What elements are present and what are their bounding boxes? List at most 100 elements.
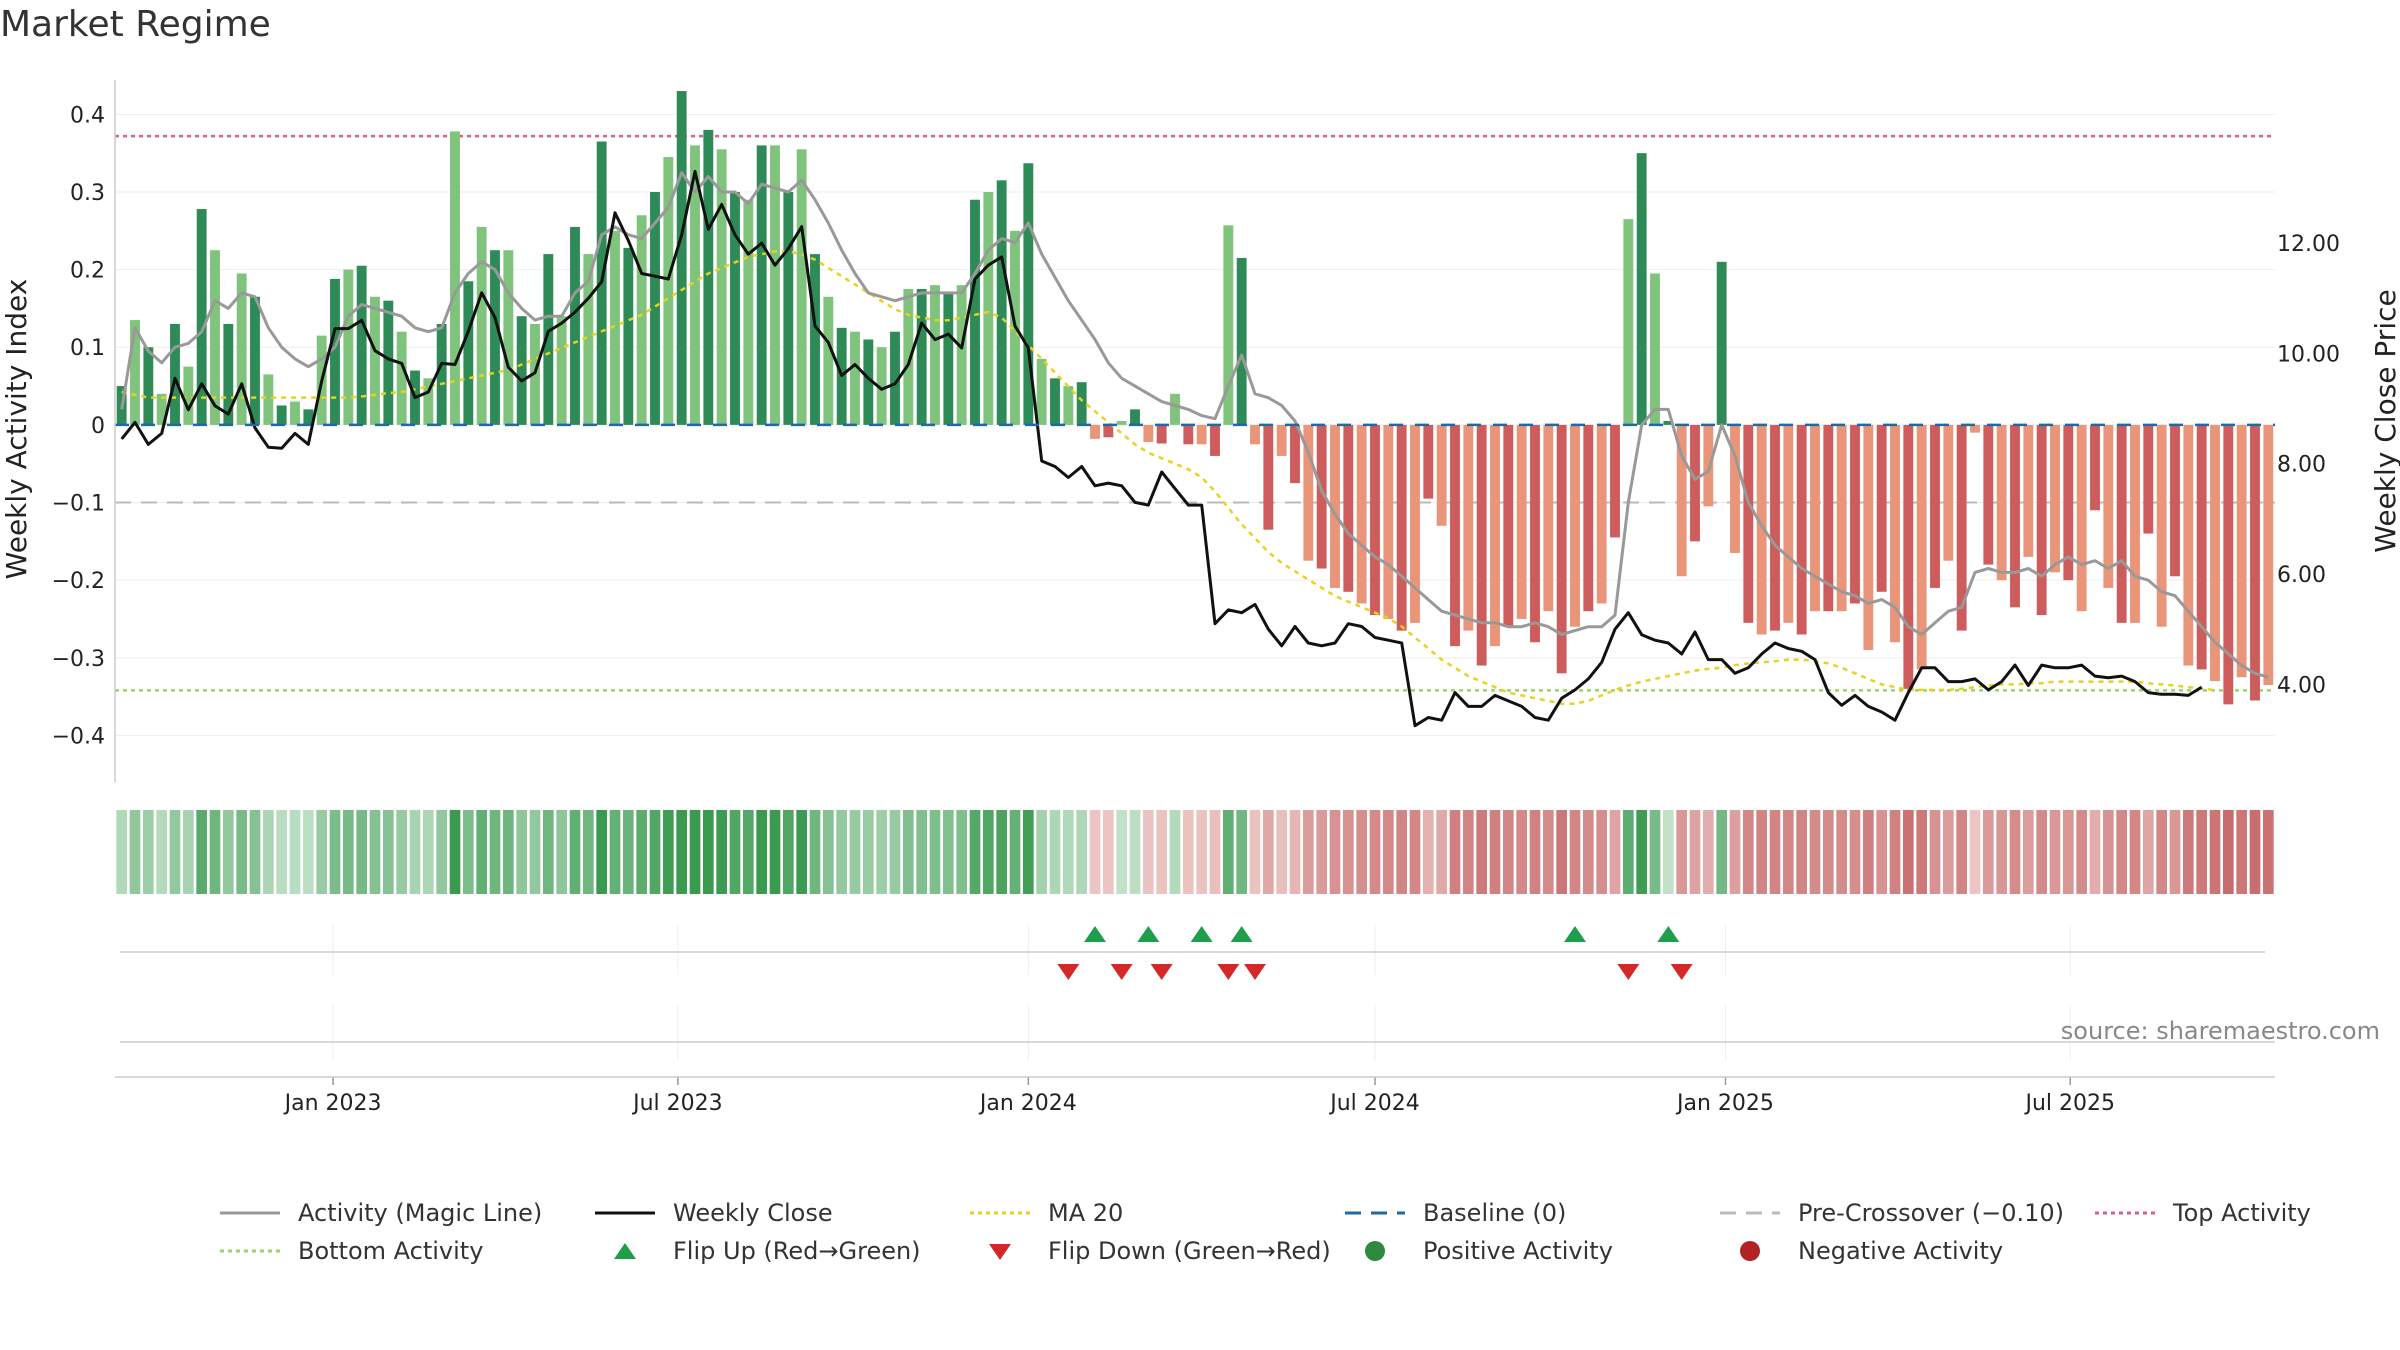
activity-bar	[623, 247, 634, 425]
regime-strip-cell	[1116, 810, 1127, 894]
flip-down-marker	[1150, 964, 1173, 980]
regime-strip-cell	[129, 810, 141, 894]
activity-bar	[2236, 424, 2247, 678]
regime-strip-cell	[449, 810, 461, 894]
activity-bar	[796, 149, 807, 425]
regime-strip-cell	[369, 810, 381, 894]
regime-strip-cell	[1703, 810, 1714, 894]
activity-bar	[1463, 424, 1474, 631]
activity-bar	[503, 250, 514, 425]
regime-strip-cell	[969, 810, 981, 894]
activity-bar	[1130, 409, 1140, 425]
activity-bar	[743, 199, 754, 425]
activity-bar	[1863, 424, 1874, 651]
regime-strip-cell	[1823, 810, 1834, 894]
legend-item-activity: Activity (Magic Line)	[220, 1196, 542, 1230]
regime-strip-cell	[1716, 810, 1727, 894]
activity-bar	[1743, 424, 1754, 623]
activity-bar	[1663, 421, 1674, 425]
regime-strip-cell	[2063, 810, 2074, 894]
legend-label: Negative Activity	[1798, 1237, 2004, 1265]
flip-down-marker	[1217, 964, 1240, 980]
regime-strip-cell	[2156, 810, 2167, 894]
regime-strip-cell	[529, 810, 541, 894]
regime-strip-cell	[2263, 810, 2274, 894]
legend-label: Weekly Close	[673, 1199, 833, 1227]
activity-bar	[996, 180, 1007, 425]
activity-bar	[1330, 424, 1340, 588]
activity-bar	[903, 289, 914, 425]
activity-bar	[1423, 424, 1434, 499]
activity-bar	[1703, 424, 1714, 507]
regime-strip-cell	[1449, 810, 1461, 894]
activity-bar	[1730, 424, 1740, 553]
y2-tick-label: 10.00	[2277, 342, 2340, 367]
activity-bar	[1690, 424, 1700, 542]
regime-strip-cell	[756, 810, 767, 894]
regime-strip-cell	[1249, 810, 1261, 894]
regime-strip-cell	[903, 810, 914, 894]
activity-bar	[1183, 424, 1194, 445]
regime-strip-cell	[1209, 810, 1221, 894]
regime-strip-cell	[1556, 810, 1567, 894]
activity-bar	[1490, 424, 1500, 647]
regime-strip-cell	[409, 810, 421, 894]
activity-bar	[130, 320, 140, 425]
ma-20-line	[121, 250, 2216, 705]
flip-down-marker	[1617, 964, 1640, 980]
legend: Activity (Magic Line) Weekly Close MA 20…	[210, 1196, 2360, 1266]
regime-strip-cell	[1543, 810, 1554, 894]
activity-bar	[2010, 424, 2020, 608]
activity-bar	[1583, 424, 1594, 612]
regime-strip-cell	[1903, 810, 1914, 894]
regime-strip-cell	[889, 810, 901, 894]
activity-bar	[356, 265, 367, 425]
activity-bar	[236, 273, 247, 425]
legend-item-bottom-activity: Bottom Activity	[220, 1234, 483, 1268]
activity-bar	[1836, 424, 1847, 612]
activity-bar	[396, 331, 407, 425]
activity-bar	[2196, 424, 2207, 670]
regime-strip-cell	[1916, 810, 1927, 894]
regime-strip-cell	[2076, 810, 2087, 894]
regime-strip-cell	[236, 810, 247, 894]
activity-bar	[663, 157, 674, 425]
regime-strip-cell	[1143, 810, 1154, 894]
legend-item-flip-down: Flip Down (Green→Red)	[970, 1234, 1331, 1268]
green-up-triangle-icon	[614, 1243, 636, 1259]
yellow-dotted-line-icon	[970, 1211, 1030, 1215]
reference-lines	[115, 134, 2275, 692]
activity-bar	[1530, 424, 1540, 643]
regime-strip-cell	[849, 810, 861, 894]
y2-axis-label: Weekly Close Price	[2369, 289, 2400, 552]
regime-strip-cell	[1329, 810, 1341, 894]
regime-strip-cell	[1089, 810, 1101, 894]
activity-bar	[1610, 424, 1620, 538]
activity-bar	[1623, 219, 1634, 425]
activity-bar	[2263, 424, 2274, 685]
y2-tick-label: 8.00	[2277, 453, 2326, 478]
regime-strip-cell	[2116, 810, 2127, 894]
activity-bar	[1650, 273, 1660, 425]
flip-down-marker	[1110, 964, 1133, 980]
flip-down-marker	[1244, 964, 1266, 980]
regime-strip-cell	[1836, 810, 1847, 894]
regime-strip-cell	[916, 810, 927, 894]
activity-bar	[983, 191, 994, 425]
regime-strip-cell	[2223, 810, 2234, 894]
regime-strip-cell	[596, 810, 607, 894]
activity-bar	[1103, 424, 1114, 438]
red-circle-icon	[1740, 1241, 1760, 1261]
green-dotted-line-icon	[220, 1249, 280, 1253]
regime-strip-cell	[956, 810, 967, 894]
activity-bar	[2090, 424, 2100, 511]
activity-bar	[1250, 424, 1260, 445]
activity-bar	[770, 145, 780, 425]
legend-item-baseline: Baseline (0)	[1345, 1196, 1566, 1230]
regime-strip-cell	[1569, 810, 1581, 894]
activity-bar	[170, 323, 180, 425]
regime-strip-cell	[689, 810, 701, 894]
legend-label: Positive Activity	[1423, 1237, 1613, 1265]
regime-strip-cell	[1009, 810, 1021, 894]
activity-bar	[1983, 424, 1994, 565]
